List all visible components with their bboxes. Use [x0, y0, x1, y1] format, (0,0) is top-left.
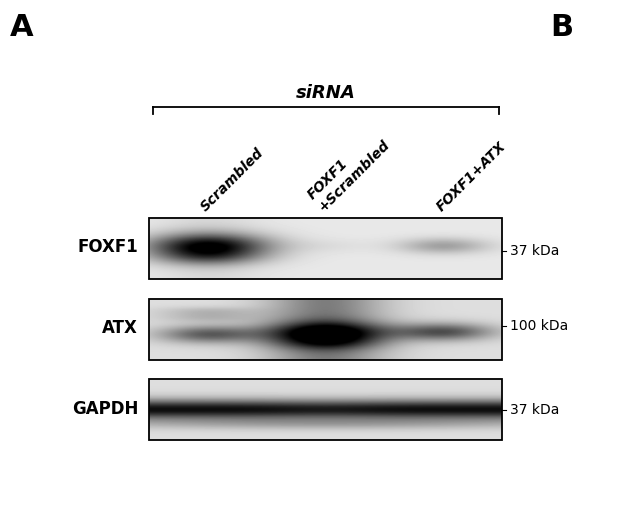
Text: 37 kDa: 37 kDa	[510, 403, 560, 417]
Text: A: A	[10, 13, 33, 42]
Text: siRNA: siRNA	[296, 84, 356, 102]
Text: Scrambled: Scrambled	[198, 146, 267, 214]
Text: B: B	[550, 13, 573, 42]
Bar	[149, 299, 502, 360]
Text: FOXF1
+Scrambled: FOXF1 +Scrambled	[305, 126, 393, 214]
Text: FOXF1: FOXF1	[77, 238, 138, 256]
Bar	[149, 379, 502, 440]
Text: 37 kDa: 37 kDa	[510, 244, 560, 258]
Text: 100 kDa: 100 kDa	[510, 318, 569, 332]
Text: GAPDH: GAPDH	[72, 400, 138, 418]
Text: FOXF1+ATX: FOXF1+ATX	[434, 139, 509, 214]
Bar	[149, 218, 502, 279]
Text: ATX: ATX	[102, 319, 138, 337]
